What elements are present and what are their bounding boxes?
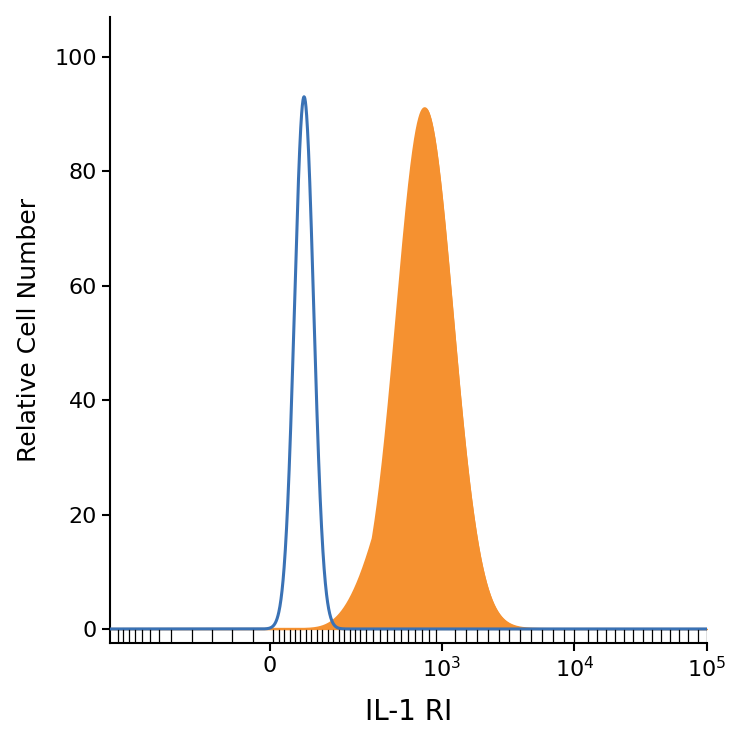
Y-axis label: Relative Cell Number: Relative Cell Number [16,198,41,462]
X-axis label: IL-1 RI: IL-1 RI [365,698,452,727]
